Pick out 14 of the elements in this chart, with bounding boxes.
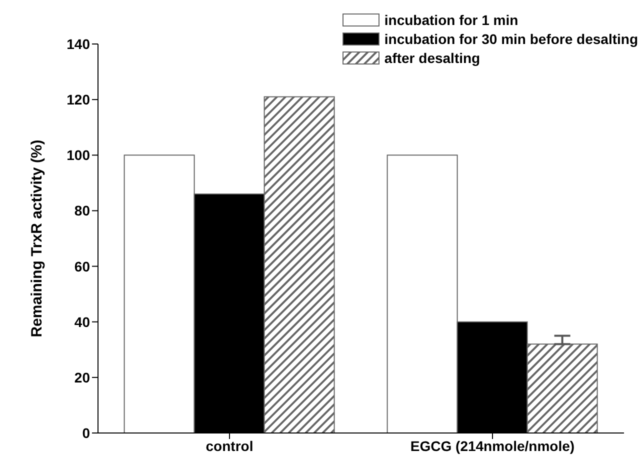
x-tick-label: EGCG (214nmole/nmole) [410, 438, 575, 454]
y-axis-title: Remaining TrxR activity (%) [28, 140, 46, 338]
legend-label: incubation for 30 min before desalting [384, 30, 638, 46]
y-tick-label: 20 [74, 369, 90, 386]
y-tick-label: 0 [82, 424, 90, 441]
y-tick-label: 140 [66, 36, 90, 52]
y-tick-label: 100 [66, 147, 90, 164]
legend-label: incubation for 1 min [384, 12, 518, 28]
y-tick-label: 40 [74, 314, 90, 330]
y-tick-label: 60 [74, 258, 90, 274]
legend-label: after desalting [384, 50, 480, 66]
y-tick-label: 80 [74, 202, 90, 219]
y-tick-label: 120 [66, 92, 90, 108]
x-tick-label: control [206, 438, 254, 454]
